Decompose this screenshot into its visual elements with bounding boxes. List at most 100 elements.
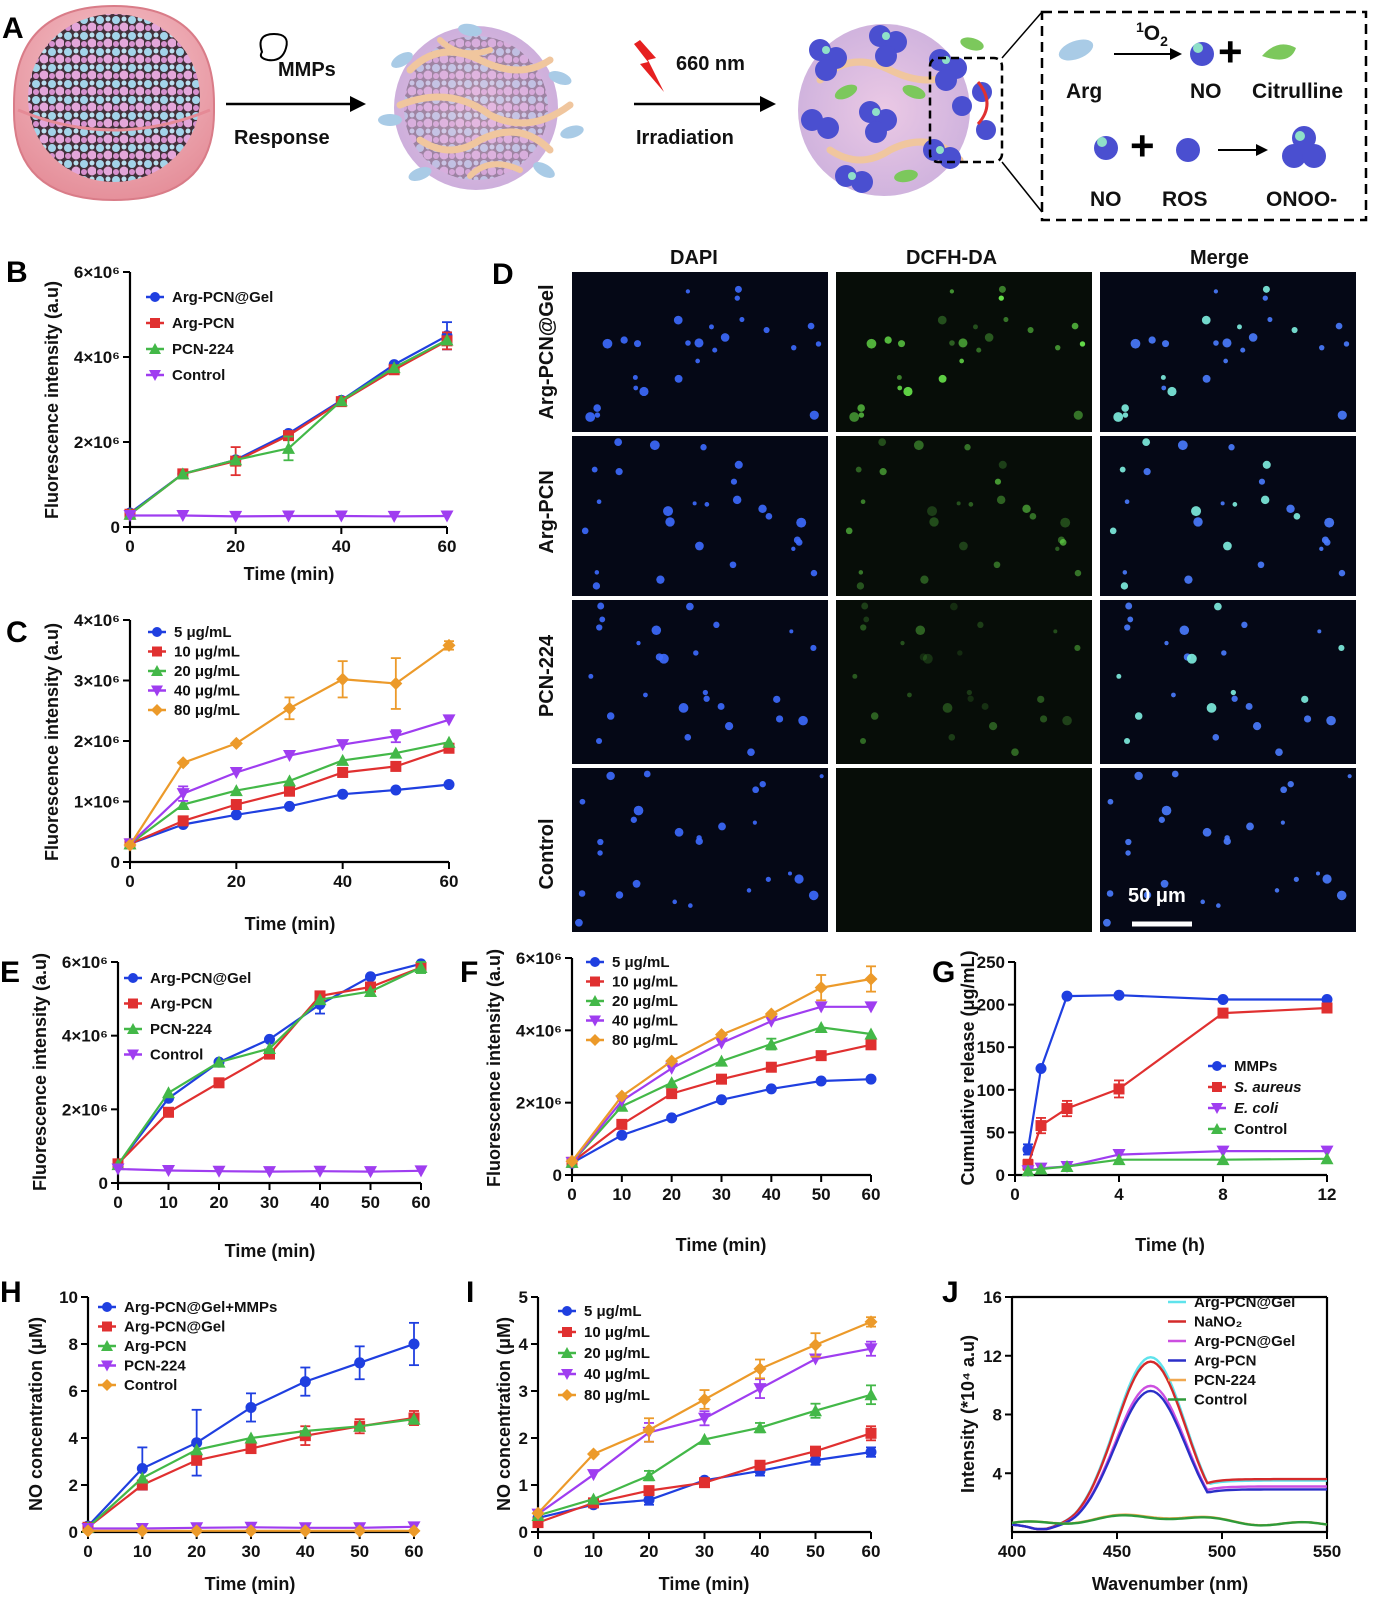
cell-spot (636, 640, 641, 646)
data-point (698, 1392, 711, 1406)
legend-item-control: Control (1168, 1392, 1247, 1409)
ros-molecule-icon (1176, 138, 1200, 162)
data-point (102, 1321, 112, 1332)
legend-label: 40 μg/mL (174, 683, 240, 700)
cell-spot (588, 673, 594, 679)
data-point (643, 1494, 655, 1506)
legend-label: 10 μg/mL (584, 1324, 650, 1341)
cell-spot (1125, 850, 1131, 856)
cell-spot (807, 322, 815, 330)
data-point (1211, 1123, 1223, 1134)
legend-item-80-g-ml: 80 μg/mL (586, 1032, 678, 1049)
data-point (699, 1477, 710, 1489)
data-point (136, 1463, 148, 1475)
y-tick-label: 3 (519, 1382, 528, 1401)
panel-label-j: J (942, 1276, 959, 1309)
spectrum-line (1011, 1360, 1327, 1531)
data-point (1217, 1007, 1229, 1019)
legend-item-10-g-ml: 10 μg/mL (148, 644, 240, 661)
cell-spot (1029, 512, 1037, 520)
cell-spot (966, 689, 972, 696)
data-point (1061, 1103, 1073, 1115)
data-point (562, 1327, 572, 1337)
data-point (590, 976, 600, 987)
data-point (313, 993, 327, 1006)
x-tick-label: 50 (361, 1193, 380, 1212)
panel-label-i: I (466, 1276, 474, 1309)
cell-spot (1322, 874, 1332, 884)
data-point (809, 1338, 822, 1352)
cell-spot (1079, 341, 1086, 347)
legend-item-pcn-224: PCN-224 (124, 1021, 212, 1038)
legend-item-20-g-ml: 20 μg/mL (558, 1345, 650, 1362)
cell-spot (1121, 404, 1129, 412)
cell-spot (1201, 315, 1211, 325)
y-tick-label: 6×10⁶ (74, 263, 120, 282)
y-axis-label: NO concentration (μM) (494, 1317, 514, 1511)
data-point (1060, 1159, 1074, 1172)
data-point (587, 1469, 600, 1482)
cell-spot (866, 338, 877, 349)
data-point (336, 672, 350, 686)
data-point (151, 685, 163, 697)
series-control-4 (81, 1524, 421, 1538)
series-control-3 (111, 1163, 428, 1179)
cell-spot (1171, 692, 1176, 698)
cell-spot (758, 504, 767, 514)
legend-label: 5 μg/mL (612, 954, 670, 971)
series-control-3 (1021, 1152, 1334, 1177)
data-point (753, 1362, 767, 1376)
cell-spot (1338, 569, 1346, 577)
cell-spot (704, 502, 710, 507)
data-point (698, 1432, 711, 1445)
legend-label: Control (172, 367, 225, 384)
cell-spot (1293, 512, 1301, 520)
x-tick-label: 20 (187, 1542, 206, 1561)
y-tick-label: 4 (69, 1429, 79, 1448)
cell-spot (937, 315, 947, 325)
x-tick-label: 40 (751, 1542, 770, 1561)
cell-spot (810, 569, 818, 577)
cell-spot (685, 289, 691, 294)
data-point (864, 1001, 878, 1014)
data-point (665, 1054, 679, 1068)
micrograph-r0-c0 (572, 272, 828, 432)
x-tick-label: 10 (584, 1542, 603, 1561)
x-tick-label: 60 (405, 1542, 424, 1561)
data-point (334, 510, 348, 523)
data-point (149, 370, 161, 381)
cell-spot (1262, 285, 1270, 293)
cell-spot (712, 347, 718, 353)
y-tick-label: 0 (996, 1166, 1005, 1185)
series-arg-pcn-1 (112, 962, 427, 1170)
data-point (414, 1165, 428, 1178)
cell-spot (1143, 468, 1151, 476)
legend-label: PCN-224 (124, 1358, 186, 1375)
micrograph-background (836, 600, 1092, 764)
data-point (298, 1424, 312, 1437)
data-point (245, 1443, 257, 1455)
no-label: NO (1190, 80, 1222, 103)
cell-spot (674, 827, 684, 837)
cell-spot (596, 499, 602, 505)
y-axis-label: Intensity (*10⁴ a.u) (958, 1335, 978, 1493)
legend-item-arg-pcn: Arg-PCN (146, 315, 235, 332)
data-point (716, 1094, 727, 1106)
cell-spot (695, 837, 703, 846)
cell-spot (856, 582, 865, 590)
x-tick-label: 550 (1313, 1542, 1341, 1561)
cell-spot (919, 653, 928, 661)
cell-spot (1347, 774, 1352, 779)
cell-spot (1073, 410, 1083, 420)
data-point (643, 1485, 655, 1497)
cell-spot (915, 625, 926, 635)
data-point (864, 1315, 878, 1329)
cell-spot (996, 495, 1006, 505)
legend-item-arg-pcn: Arg-PCN (124, 996, 213, 1013)
cell-spot (858, 412, 865, 418)
cell-spot (1275, 748, 1283, 756)
series-pcn-224-2 (123, 333, 454, 520)
cell-spot (1193, 517, 1203, 527)
data-point (263, 1166, 276, 1179)
